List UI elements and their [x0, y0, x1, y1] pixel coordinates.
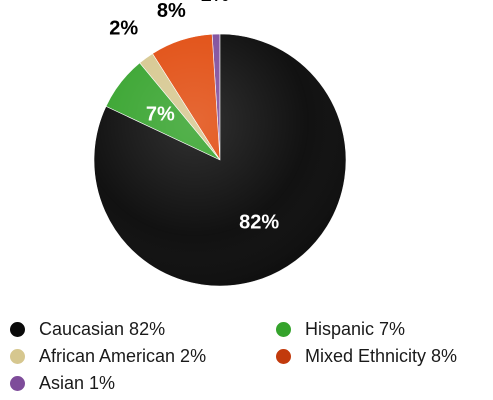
- pie-slices: [93, 33, 347, 287]
- legend-label-caucasian: Caucasian 82%: [39, 318, 166, 339]
- legend-item-caucasian: Caucasian 82%: [10, 317, 165, 341]
- legend-swatch-hispanic: [276, 321, 291, 337]
- legend-label-mixed-ethnicity: Mixed Ethnicity 8%: [305, 345, 458, 366]
- slice-label-caucasian: 82%: [239, 212, 279, 234]
- legend: Caucasian 82% Hispanic 7% African Americ…: [10, 317, 490, 397]
- legend-swatch-asian: [10, 375, 25, 391]
- pie-chart: 1% 8% 2% 7% 82%: [93, 0, 347, 287]
- slice-label-african-american: 2%: [109, 18, 138, 40]
- legend-item-hispanic: Hispanic 7%: [276, 317, 405, 341]
- legend-swatch-caucasian: [10, 321, 25, 337]
- slice-label-asian: 1%: [200, 0, 229, 6]
- legend-swatch-mixed-ethnicity: [276, 348, 291, 364]
- legend-label-hispanic: Hispanic 7%: [305, 318, 406, 339]
- slice-label-mixed-ethnicity: 8%: [157, 0, 186, 22]
- pie-slice-labels: 1% 8% 2% 7% 82%: [109, 0, 279, 234]
- legend-item-african-american: African American 2%: [10, 344, 206, 368]
- legend-swatch-african-american: [10, 348, 25, 364]
- slice-label-hispanic: 7%: [146, 104, 175, 126]
- legend-item-asian: Asian 1%: [10, 371, 115, 395]
- legend-item-mixed-ethnicity: Mixed Ethnicity 8%: [276, 344, 457, 368]
- legend-label-asian: Asian 1%: [39, 372, 116, 393]
- legend-label-african-american: African American 2%: [39, 345, 207, 366]
